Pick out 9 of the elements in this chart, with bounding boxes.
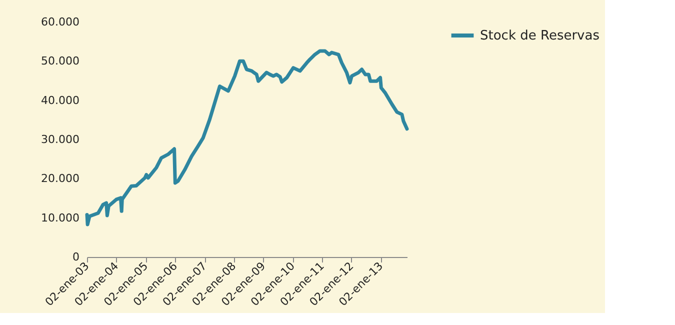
y-tick-label: 50.000 bbox=[41, 54, 80, 68]
y-tick-label: 10.000 bbox=[41, 211, 80, 224]
line-series bbox=[85, 49, 409, 226]
y-tick-label: 30.000 bbox=[41, 133, 80, 146]
y-tick-label: 20.000 bbox=[41, 172, 80, 186]
y-tick-label: 0 bbox=[72, 250, 80, 264]
legend-label: Stock de Reservas bbox=[480, 28, 600, 44]
y-tick-label: 40.000 bbox=[41, 94, 80, 107]
y-tick-label: 60.000 bbox=[41, 16, 80, 28]
